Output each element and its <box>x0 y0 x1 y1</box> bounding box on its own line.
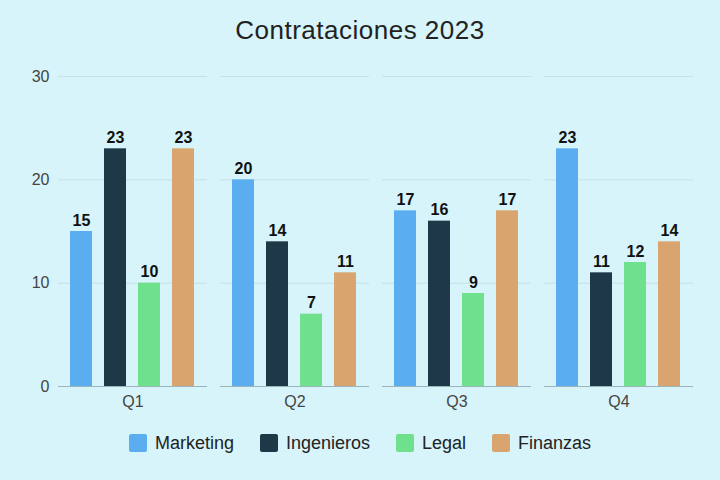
svg-text:15: 15 <box>73 212 91 229</box>
svg-text:10: 10 <box>141 263 159 280</box>
svg-text:20: 20 <box>32 171 50 188</box>
svg-text:Q3: Q3 <box>446 393 467 410</box>
svg-text:10: 10 <box>32 274 50 291</box>
svg-text:Q4: Q4 <box>608 393 629 410</box>
html-text:Contrataciones 2023: Contrataciones 2023 <box>235 15 485 45</box>
svg-text:11: 11 <box>593 253 610 270</box>
svg-text:23: 23 <box>107 129 125 146</box>
html-text:Marketing: Marketing <box>154 432 234 453</box>
svg-text:23: 23 <box>175 129 193 146</box>
html-text:Finanzas: Finanzas <box>518 432 592 453</box>
svg-text:14: 14 <box>661 222 679 239</box>
svg-text:11: 11 <box>337 253 354 270</box>
svg-text:7: 7 <box>307 294 316 311</box>
svg-text:23: 23 <box>559 129 577 146</box>
svg-text:12: 12 <box>627 243 645 260</box>
svg-text:0: 0 <box>41 378 50 395</box>
svg-text:17: 17 <box>397 191 415 208</box>
svg-text:30: 30 <box>32 68 50 85</box>
svg-text:16: 16 <box>431 201 449 218</box>
svg-text:17: 17 <box>499 191 517 208</box>
html-text:Legal: Legal <box>422 432 466 453</box>
html-text:Ingenieros: Ingenieros <box>285 432 370 453</box>
svg-text:14: 14 <box>269 222 287 239</box>
svg-text:9: 9 <box>469 274 478 291</box>
svg-text:Q1: Q1 <box>122 393 143 410</box>
svg-text:Q2: Q2 <box>284 393 305 410</box>
svg-text:20: 20 <box>235 160 253 177</box>
